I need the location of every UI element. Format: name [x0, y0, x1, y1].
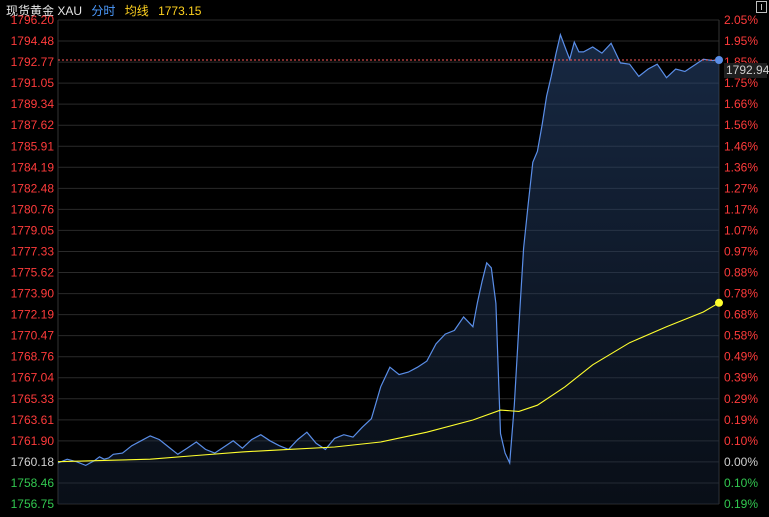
mode-label[interactable]: 分时	[91, 4, 116, 18]
y-tick-right: 0.58%	[724, 329, 758, 343]
y-tick-right: 1.46%	[724, 139, 758, 153]
y-tick-right: 1.75%	[724, 76, 758, 90]
y-tick-right: 0.29%	[724, 392, 758, 406]
y-tick-left: 1761.90	[11, 434, 55, 448]
y-tick-right: 2.05%	[724, 13, 758, 27]
chart-header: 现货黄金 XAU 分时 均线 1773.15	[6, 3, 207, 19]
series-layer	[57, 32, 720, 504]
y-axis-left: 1796.20 1794.48 1792.77 1791.05 1789.34 1787.…	[11, 13, 55, 511]
y-tick-left: 1756.75	[11, 497, 55, 511]
y-tick-left: 1787.62	[11, 118, 55, 132]
y-tick-right: 0.39%	[724, 371, 758, 385]
y-tick-left: 1782.48	[11, 181, 55, 195]
price-line	[57, 32, 720, 467]
avg-value: 1773.15	[158, 4, 202, 18]
y-tick-left: 1773.90	[11, 287, 55, 301]
instrument-title: 现货黄金 XAU	[6, 4, 83, 18]
y-tick-right: 1.56%	[724, 118, 758, 132]
y-tick-left: 1791.05	[11, 76, 55, 90]
y-tick-right: 0.10%	[724, 434, 758, 448]
y-tick-left: 1784.19	[11, 160, 55, 174]
y-tick-right: 0.78%	[724, 287, 758, 301]
y-tick-right: 1.66%	[724, 97, 758, 111]
y-tick-left: 1758.46	[11, 476, 55, 490]
y-tick-left: 1760.18	[11, 455, 55, 469]
overlay-layer: 1792.94	[58, 55, 769, 307]
y-tick-right: 0.97%	[724, 244, 758, 258]
y-tick-left: 1779.05	[11, 223, 55, 237]
y-tick-right: 0.19%	[724, 497, 758, 511]
y-tick-left: 1780.76	[11, 202, 55, 216]
y-tick-left: 1767.04	[11, 371, 55, 385]
y-tick-right: 1.17%	[724, 202, 758, 216]
y-tick-right: 0.00%	[724, 455, 758, 469]
y-tick-left: 1772.19	[11, 308, 55, 322]
y-tick-left: 1775.62	[11, 266, 55, 280]
y-tick-right: 1.95%	[724, 34, 758, 48]
y-tick-right: 0.68%	[724, 308, 758, 322]
y-tick-right: 1.36%	[724, 160, 758, 174]
y-tick-left: 1777.33	[11, 244, 55, 258]
average-line	[57, 302, 720, 463]
y-tick-right: 0.49%	[724, 350, 758, 364]
y-tick-left: 1765.33	[11, 392, 55, 406]
y-tick-left: 1768.76	[11, 350, 55, 364]
y-tick-left: 1792.77	[11, 55, 55, 69]
current-price-dot	[715, 55, 723, 64]
avg-label: 均线	[124, 4, 149, 18]
y-tick-left: 1796.20	[11, 13, 55, 27]
average-end-dot	[715, 298, 723, 307]
current-price-badge	[724, 62, 767, 78]
y-tick-left: 1763.61	[11, 413, 55, 427]
y-tick-right: 1.07%	[724, 223, 758, 237]
y-tick-left: 1785.91	[11, 139, 55, 153]
expand-icon[interactable]	[756, 1, 767, 13]
y-tick-left: 1770.47	[11, 329, 55, 343]
y-tick-right: 0.19%	[724, 413, 758, 427]
price-area	[58, 34, 719, 504]
y-tick-right: 0.10%	[724, 476, 758, 490]
current-price-badge-text: 1792.94	[726, 63, 769, 77]
y-axis-right: 2.05%1.95%1.85%1.75%1.66%1.56%1.46%1.36%…	[724, 13, 758, 511]
y-tick-right: 0.88%	[724, 266, 758, 280]
y-tick-right: 1.27%	[724, 181, 758, 195]
y-tick-left: 1789.34	[11, 97, 55, 111]
y-tick-left: 1794.48	[11, 34, 55, 48]
